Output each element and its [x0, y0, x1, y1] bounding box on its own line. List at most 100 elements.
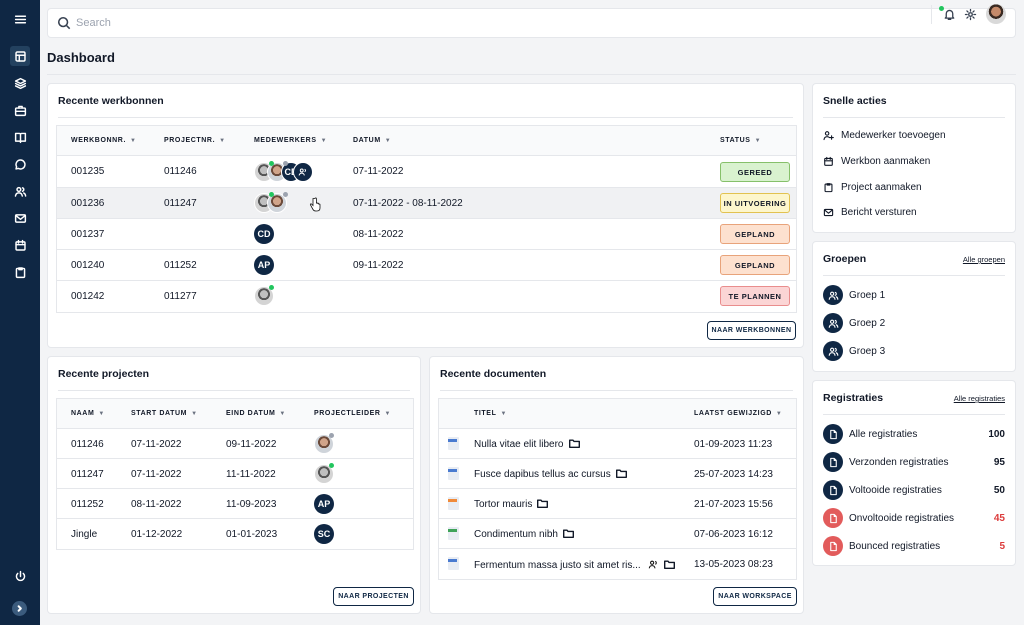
project-name: Jingle	[71, 529, 98, 540]
table-row[interactable]: 011252 08-11-2022 11-09-2023 AP	[57, 489, 413, 519]
group-item[interactable]: Groep 1	[823, 285, 885, 305]
col-datum[interactable]: DATUM ▼	[353, 137, 392, 144]
avatar-team	[293, 162, 313, 182]
col-status[interactable]: STATUS ▼	[720, 137, 762, 144]
registration-item[interactable]: Voltooide registraties 50	[823, 480, 1005, 500]
dashboard-icon[interactable]	[10, 46, 30, 66]
topbar-divider	[931, 5, 932, 24]
table-row[interactable]: Nulla vitae elit libero 01-09-2023 11:23	[439, 429, 796, 459]
col-projectnr[interactable]: PROJECTNR. ▼	[164, 137, 226, 144]
top-bar	[47, 8, 1016, 38]
mail-icon[interactable]	[10, 208, 30, 228]
table-row[interactable]: Condimentum nibh 07-06-2023 16:12	[439, 519, 796, 549]
col-medewerkers[interactable]: MEDEWERKERS ▼	[254, 137, 328, 144]
book-icon[interactable]	[10, 127, 30, 147]
table-row[interactable]: 011246 07-11-2022 09-11-2022	[57, 429, 413, 459]
document-icon	[448, 527, 459, 540]
to-workorders-button[interactable]: NAAR WERKBONNEN	[707, 321, 796, 340]
clipboard-icon[interactable]	[10, 262, 30, 282]
registration-item[interactable]: Bounced registraties 5	[823, 536, 1005, 556]
registration-count: 95	[993, 456, 1005, 468]
calendar-icon[interactable]	[10, 235, 30, 255]
user-avatar[interactable]	[986, 4, 1006, 24]
workorders-title: Recente werkbonnen	[58, 95, 164, 107]
table-row[interactable]: 011247 07-11-2022 11-11-2022	[57, 459, 413, 489]
recent-workorders-card: Recente werkbonnen WERKBONNR. ▼ PROJECTNR…	[47, 83, 804, 348]
project-number: 011252	[164, 260, 197, 271]
table-row[interactable]: 001240 011252 AP 09-11-2022 GEPLAND	[57, 250, 796, 281]
search-input[interactable]	[76, 14, 476, 32]
document-title: Nulla vitae elit libero	[474, 439, 580, 450]
card-divider	[58, 390, 410, 391]
table-row[interactable]: 001236 011247 07-11-2022 - 08-11-2022 IN…	[57, 188, 796, 219]
status-badge: GEPLAND	[720, 224, 790, 244]
table-row[interactable]: 001242 011277 TE PLANNEN	[57, 281, 796, 312]
all-registrations-link[interactable]: Alle registraties	[953, 394, 1005, 403]
registration-item[interactable]: Alle registraties 100	[823, 424, 1005, 444]
briefcase-icon[interactable]	[10, 100, 30, 120]
chat-icon[interactable]	[10, 154, 30, 174]
col-projectleider[interactable]: PROJECTLEIDER ▼	[314, 410, 392, 417]
table-row[interactable]: Fusce dapibus tellus ac cursus 25-07-202…	[439, 459, 796, 489]
online-dot	[329, 463, 334, 468]
col-laatst-gewijzigd[interactable]: LAATST GEWIJZIGD ▼	[694, 410, 783, 417]
users-icon[interactable]	[10, 181, 30, 201]
col-start-datum[interactable]: START DATUM ▼	[131, 410, 198, 417]
create-project-action[interactable]: Project aanmaken	[823, 178, 922, 196]
avatar: SC	[314, 524, 334, 544]
table-row[interactable]: 001237 CD 08-11-2022 GEPLAND	[57, 219, 796, 250]
table-header: TITEL ▼ LAATST GEWIJZIGD ▼	[439, 399, 796, 429]
title-divider	[47, 74, 1016, 75]
workorders-table: WERKBONNR. ▼ PROJECTNR. ▼ MEDEWERKERS ▼ DAT…	[56, 125, 797, 313]
project-name: 011252	[71, 499, 104, 510]
col-eind-datum[interactable]: EIND DATUM ▼	[226, 410, 286, 417]
document-icon	[448, 557, 459, 570]
folder-icon	[562, 529, 574, 538]
document-title: Tortor mauris	[474, 499, 549, 510]
col-titel[interactable]: TITEL ▼	[474, 410, 507, 417]
expand-sidebar-button[interactable]	[12, 601, 27, 616]
registration-item[interactable]: Onvoltooide registraties 45	[823, 508, 1005, 528]
table-row[interactable]: Fermentum massa justo sit amet ris... 13…	[439, 549, 796, 579]
project-start: 07-11-2022	[131, 439, 182, 450]
table-row[interactable]: 001235 011246 CD 07-11-2022 GEREED	[57, 156, 796, 188]
document-icon	[823, 536, 843, 556]
registration-item[interactable]: Verzonden registraties 95	[823, 452, 1005, 472]
table-row[interactable]: Jingle 01-12-2022 01-01-2023 SC	[57, 519, 413, 549]
layers-icon[interactable]	[10, 73, 30, 93]
document-icon	[823, 480, 843, 500]
project-name: 011246	[71, 439, 104, 450]
hamburger-menu-icon[interactable]	[10, 9, 30, 29]
project-number: 011247	[164, 198, 197, 209]
col-werkbonnr[interactable]: WERKBONNR. ▼	[71, 137, 137, 144]
folder-icon	[663, 560, 675, 569]
bell-icon[interactable]	[943, 8, 956, 21]
notification-dot	[939, 6, 944, 11]
project-name: 011247	[71, 469, 104, 480]
table-row[interactable]: Tortor mauris 21-07-2023 15:56	[439, 489, 796, 519]
projects-title: Recente projecten	[58, 368, 150, 380]
create-workorder-action[interactable]: Werkbon aanmaken	[823, 152, 930, 170]
table-header: WERKBONNR. ▼ PROJECTNR. ▼ MEDEWERKERS ▼ DAT…	[57, 126, 796, 156]
col-naam[interactable]: NAAM ▼	[71, 410, 105, 417]
to-workspace-button[interactable]: NAAR WORKSPACE	[713, 587, 797, 606]
group-item[interactable]: Groep 2	[823, 313, 885, 333]
group-item[interactable]: Groep 3	[823, 341, 885, 361]
to-projects-button[interactable]: NAAR PROJECTEN	[333, 587, 414, 606]
workorder-number: 001237	[71, 229, 105, 240]
document-title: Condimentum nibh	[474, 529, 574, 540]
all-groups-link[interactable]: Alle groepen	[962, 255, 1005, 264]
registrations-title: Registraties	[823, 392, 884, 404]
card-divider	[823, 117, 1005, 118]
gear-icon[interactable]	[964, 8, 977, 21]
search-icon	[57, 16, 71, 30]
add-employee-action[interactable]: Medewerker toevoegen	[823, 126, 946, 144]
document-icon	[448, 467, 459, 480]
registration-count: 100	[988, 428, 1005, 440]
power-icon[interactable]	[10, 566, 30, 586]
document-date: 07-06-2023 16:12	[694, 529, 773, 540]
send-message-action[interactable]: Bericht versturen	[823, 203, 917, 221]
groups-card: Groepen Alle groepen Groep 1 Groep 2 Gro…	[812, 241, 1016, 372]
document-icon	[823, 424, 843, 444]
folder-icon	[615, 469, 627, 478]
